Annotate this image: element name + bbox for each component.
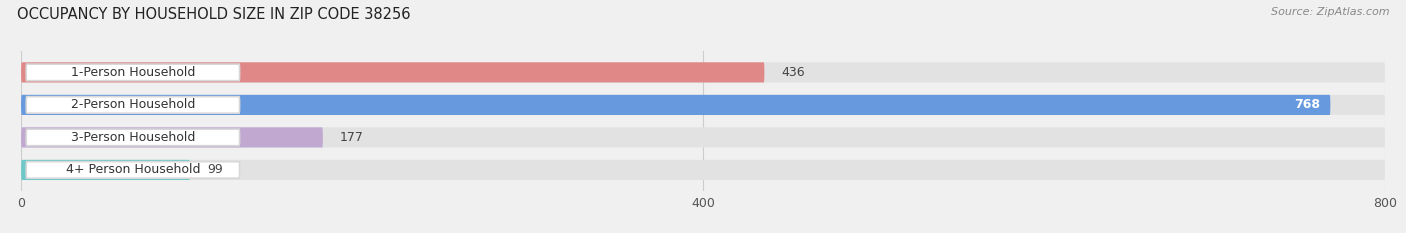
Text: 3-Person Household: 3-Person Household <box>70 131 195 144</box>
Text: 436: 436 <box>782 66 806 79</box>
Text: Source: ZipAtlas.com: Source: ZipAtlas.com <box>1271 7 1389 17</box>
FancyBboxPatch shape <box>21 160 1385 180</box>
FancyBboxPatch shape <box>27 64 239 81</box>
FancyBboxPatch shape <box>21 95 1330 115</box>
FancyBboxPatch shape <box>21 62 765 82</box>
FancyBboxPatch shape <box>27 129 239 146</box>
FancyBboxPatch shape <box>21 95 1385 115</box>
FancyBboxPatch shape <box>21 160 190 180</box>
FancyBboxPatch shape <box>21 127 323 147</box>
Text: 4+ Person Household: 4+ Person Household <box>66 163 200 176</box>
FancyBboxPatch shape <box>21 127 1385 147</box>
Text: 99: 99 <box>207 163 222 176</box>
Text: 2-Person Household: 2-Person Household <box>70 98 195 111</box>
Text: 177: 177 <box>340 131 364 144</box>
FancyBboxPatch shape <box>27 97 239 113</box>
FancyBboxPatch shape <box>27 162 239 178</box>
Text: 768: 768 <box>1294 98 1320 111</box>
FancyBboxPatch shape <box>21 62 1385 82</box>
Text: 1-Person Household: 1-Person Household <box>70 66 195 79</box>
Text: OCCUPANCY BY HOUSEHOLD SIZE IN ZIP CODE 38256: OCCUPANCY BY HOUSEHOLD SIZE IN ZIP CODE … <box>17 7 411 22</box>
